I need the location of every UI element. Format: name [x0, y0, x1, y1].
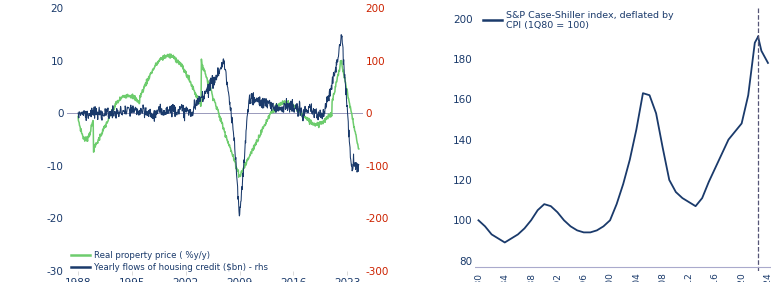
Legend: S&P Case-Shiller index, deflated by
CPI (1Q80 = 100): S&P Case-Shiller index, deflated by CPI … — [483, 10, 674, 30]
Legend: Real property price ( %y/y), Yearly flows of housing credit ($bn) - rhs: Real property price ( %y/y), Yearly flow… — [70, 251, 268, 272]
